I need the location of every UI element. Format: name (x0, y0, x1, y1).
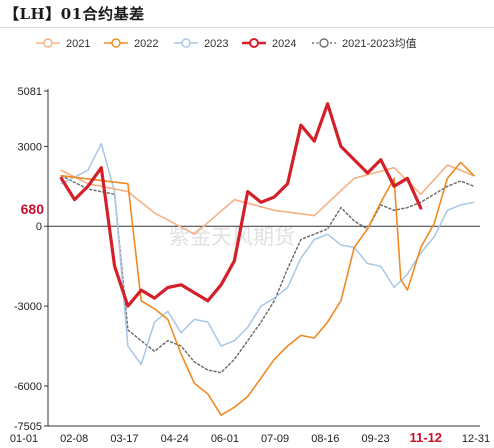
legend-swatch-marker (249, 38, 259, 48)
x-tick-label: 03-17 (110, 433, 138, 445)
x-tick-label: 07-09 (261, 433, 289, 445)
series-line-avg-2021-2023 (60, 174, 475, 374)
x-tick-label: 06-01 (211, 433, 239, 445)
legend-swatch-marker (111, 38, 121, 48)
title-bar: 【LH】01合约基差 (0, 0, 494, 30)
x-tick-label: 09-23 (361, 433, 389, 445)
y-tick-label: -3000 (14, 301, 42, 313)
title-divider (0, 27, 494, 28)
legend-label: 2023 (204, 38, 228, 50)
legend-label: 2022 (134, 38, 158, 50)
legend-swatch-marker (181, 38, 191, 48)
legend-swatch-marker (319, 38, 329, 48)
x-tick-label: 12-31 (462, 433, 490, 445)
y-tick-label: 0 (36, 221, 42, 233)
legend-swatch-marker (43, 38, 53, 48)
series-line-2021 (60, 164, 475, 235)
y-tick-label: -7505 (14, 421, 42, 433)
x-tick-label: 02-08 (60, 433, 88, 445)
watermark-text: 紫金天风期货 (169, 225, 295, 249)
series-line-2022 (60, 161, 475, 416)
x-tick-label: 08-16 (311, 433, 339, 445)
legend-label: 2021 (66, 38, 90, 50)
y-tick-label: 3000 (18, 141, 42, 153)
y-tick-label: -6000 (14, 381, 42, 393)
chart-title: 【LH】01合约基差 (4, 5, 145, 23)
x-tick-label: 04-24 (161, 433, 189, 445)
legend-item-avg-2021-2023[interactable]: 2021-2023均值 (312, 37, 417, 50)
legend-label: 2024 (272, 38, 296, 50)
legend-item-2024[interactable]: 2024 (242, 38, 296, 50)
current-value-label: 680 (21, 201, 45, 217)
legend-label: 2021-2023均值 (342, 37, 417, 50)
legend-item-2022[interactable]: 2022 (104, 38, 158, 50)
legend-item-2023[interactable]: 2023 (174, 38, 228, 50)
x-tick-label-highlight: 11-12 (410, 430, 443, 445)
x-tick-label: 01-01 (10, 433, 38, 445)
series-line-2023 (60, 142, 475, 366)
legend-item-2021[interactable]: 2021 (36, 38, 90, 50)
y-tick-label: 5081 (18, 86, 42, 98)
series-line-2024 (59, 102, 423, 308)
